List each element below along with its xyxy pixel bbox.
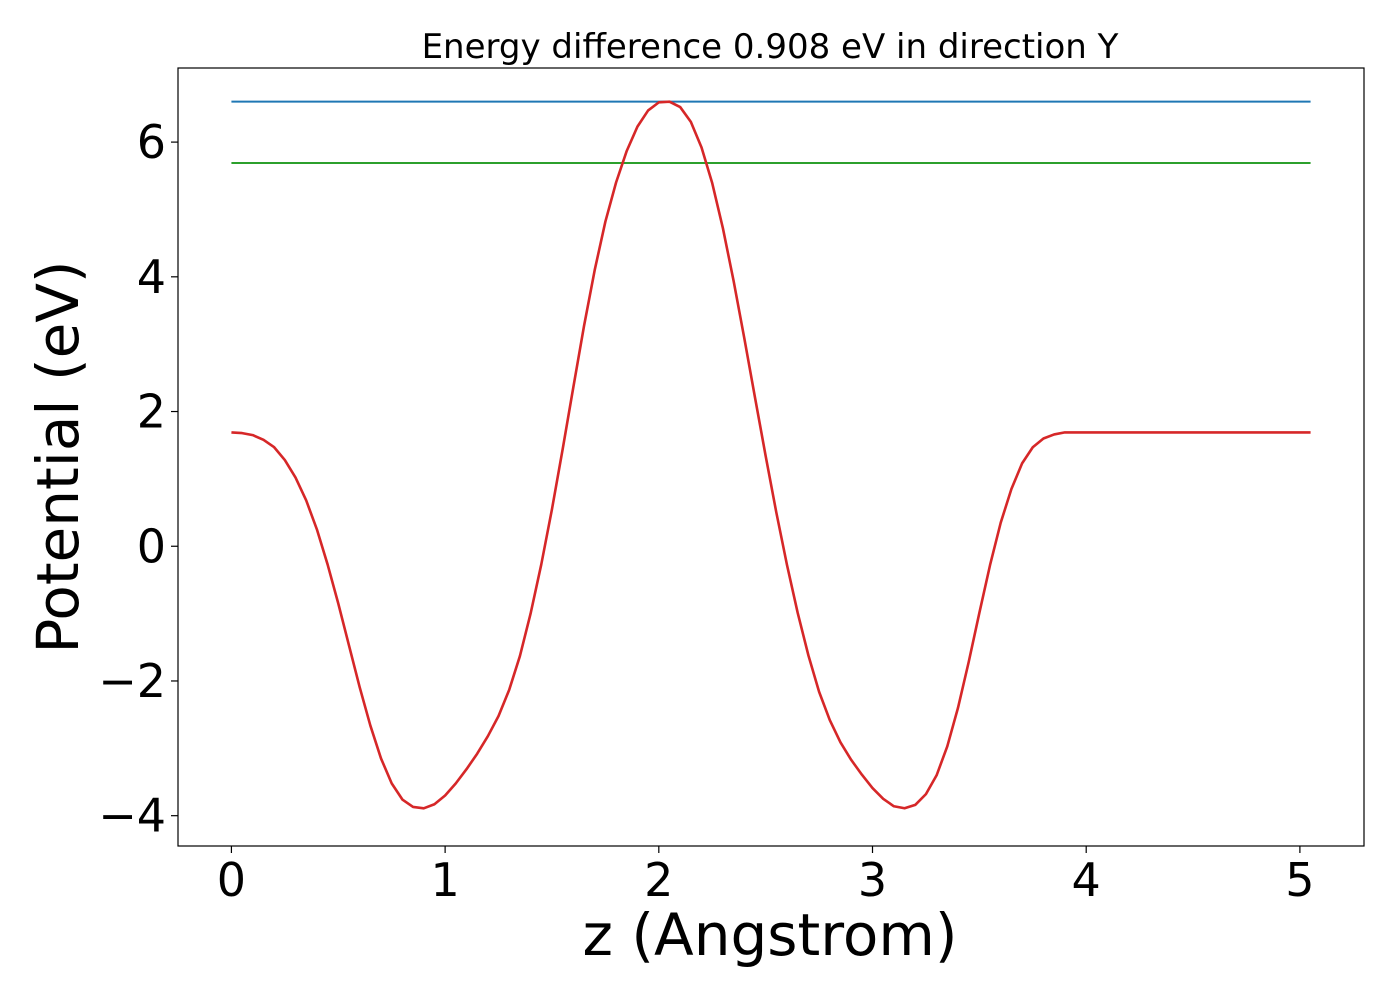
x-tick-label: 4 <box>1072 853 1101 907</box>
x-tick-label: 3 <box>858 853 887 907</box>
series-layer <box>231 100 1311 810</box>
y-tick-label: 0 <box>137 519 166 573</box>
x-tick-label: 1 <box>430 853 459 907</box>
x-axis-ticks: 0 1 2 3 4 5 <box>217 846 1315 907</box>
y-tick-label: −2 <box>98 654 166 708</box>
y-axis-ticks: −4 −2 0 2 4 6 <box>98 115 178 843</box>
y-axis-label: Potential (eV) <box>24 260 92 653</box>
x-tick-label: 5 <box>1285 853 1314 907</box>
y-tick-label: −4 <box>98 789 166 843</box>
plot-area-frame <box>177 67 1365 847</box>
y-tick-label: 4 <box>137 250 166 304</box>
y-tick-label: 6 <box>137 115 166 169</box>
x-axis-label: z (Angstrom) <box>583 901 958 969</box>
series-line-potential <box>231 100 1311 810</box>
x-tick-label: 0 <box>217 853 246 907</box>
chart-title: Energy difference 0.908 eV in direction … <box>422 27 1119 67</box>
y-tick-label: 2 <box>137 385 166 439</box>
x-tick-label: 2 <box>644 853 673 907</box>
